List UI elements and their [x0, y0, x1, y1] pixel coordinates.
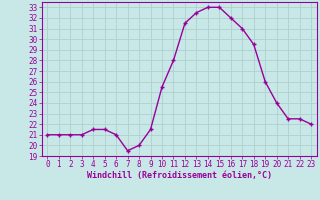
X-axis label: Windchill (Refroidissement éolien,°C): Windchill (Refroidissement éolien,°C)	[87, 171, 272, 180]
